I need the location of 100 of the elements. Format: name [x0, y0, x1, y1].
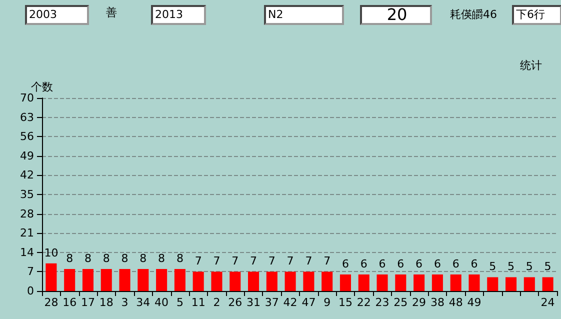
- y-tick-label: 70: [20, 92, 34, 104]
- bar: [100, 268, 112, 291]
- x-tick-label: 22: [356, 296, 371, 309]
- text: 2003: [25, 5, 89, 25]
- x-tick-label: 37: [264, 296, 279, 309]
- bar: [192, 272, 204, 291]
- bar: [468, 274, 480, 291]
- bar: [322, 272, 333, 291]
- chart-title: 统计: [520, 59, 542, 72]
- x-tick-label: 42: [283, 296, 298, 309]
- bar: [82, 268, 94, 291]
- x-tick-label: 16: [62, 296, 77, 309]
- data-label: 8: [176, 252, 184, 265]
- bar: [64, 268, 76, 291]
- text: 20: [360, 5, 432, 25]
- data-label: 7: [250, 254, 258, 268]
- text: 善: [105, 5, 118, 21]
- x-tick-label: 17: [80, 296, 95, 309]
- y-tick-label: 42: [20, 168, 34, 182]
- data-label: 6: [416, 257, 423, 270]
- y-tick-label: 49: [20, 149, 34, 162]
- x-tick-label: 48: [448, 296, 463, 309]
- x-tick-label: 24: [540, 296, 555, 309]
- data-label: 6: [434, 257, 441, 270]
- data-label: 8: [84, 252, 92, 265]
- bar: [248, 272, 260, 291]
- bar: [450, 274, 462, 291]
- y-tick-label: 56: [20, 130, 34, 144]
- x-tick-label: 26: [228, 296, 242, 309]
- x-tick-label: 34: [136, 296, 150, 309]
- x-tick-label: 15: [338, 296, 352, 309]
- bar: [119, 268, 130, 291]
- x-tick-label: 25: [394, 296, 408, 309]
- data-label: 8: [102, 252, 110, 265]
- x-tick-label: 3: [121, 296, 128, 309]
- text: 耗偀皭46: [449, 7, 498, 23]
- bar: [487, 277, 498, 291]
- data-label: 5: [489, 260, 496, 274]
- data-label: 8: [140, 252, 147, 265]
- bar: [284, 272, 296, 291]
- bar: [340, 274, 351, 291]
- bar: [506, 277, 517, 291]
- x-tick-label: 11: [191, 296, 206, 309]
- x-tick-label: 29: [412, 296, 426, 309]
- y-tick-label: 21: [20, 226, 34, 240]
- data-label: 6: [342, 257, 349, 270]
- bar: [395, 274, 406, 291]
- x-tick-label: 47: [302, 296, 316, 309]
- data-label: 7: [194, 254, 202, 268]
- data-label: 8: [66, 252, 74, 265]
- bar: [303, 272, 314, 291]
- bar: [414, 274, 425, 291]
- bar: [138, 268, 149, 291]
- bar: [376, 274, 388, 291]
- data-label: 5: [508, 260, 515, 274]
- data-label: 7: [213, 254, 220, 268]
- bar: [266, 272, 278, 291]
- bar: [230, 272, 241, 291]
- x-tick-label: 40: [154, 296, 169, 309]
- x-tick-label: 49: [467, 296, 482, 309]
- data-label: 6: [378, 257, 386, 270]
- x-tick-label: 5: [176, 296, 184, 309]
- data-label: 6: [397, 257, 404, 270]
- text: 下6行: [512, 5, 561, 25]
- y-tick-label: 7: [27, 265, 34, 278]
- data-label: 5: [526, 260, 533, 274]
- data-label: 7: [324, 254, 331, 268]
- bar: [432, 274, 443, 291]
- y-tick-label: 28: [20, 207, 34, 220]
- text: 2013: [151, 5, 206, 25]
- x-tick-label: 23: [375, 296, 390, 309]
- y-axis-title: 个数: [31, 80, 53, 94]
- x-tick-label: 9: [324, 296, 331, 309]
- bar: [174, 268, 186, 291]
- data-label: 7: [232, 254, 239, 268]
- data-label: 10: [44, 246, 58, 260]
- bar: [542, 277, 554, 291]
- bar: [211, 272, 222, 291]
- bar: [524, 277, 535, 291]
- bar: [358, 274, 370, 291]
- y-tick-label: 35: [20, 188, 34, 201]
- data-label: 8: [121, 252, 128, 265]
- y-tick-label: 14: [20, 246, 34, 259]
- bar: [46, 263, 57, 291]
- data-label: 6: [452, 257, 460, 270]
- data-label: 5: [544, 260, 552, 274]
- text: N2: [264, 5, 344, 25]
- x-tick-label: 31: [246, 296, 261, 309]
- x-tick-label: 28: [44, 296, 58, 309]
- data-label: 6: [360, 257, 368, 270]
- data-label: 7: [286, 254, 294, 268]
- x-tick-label: 18: [99, 296, 114, 309]
- data-label: 7: [268, 254, 276, 268]
- bar: [156, 268, 168, 291]
- data-label: 6: [470, 257, 478, 270]
- y-tick-label: 0: [27, 284, 34, 298]
- data-label: 7: [305, 254, 312, 268]
- x-tick-label: 2: [213, 296, 220, 309]
- x-tick-label: 38: [430, 296, 444, 309]
- y-tick-label: 63: [20, 110, 34, 124]
